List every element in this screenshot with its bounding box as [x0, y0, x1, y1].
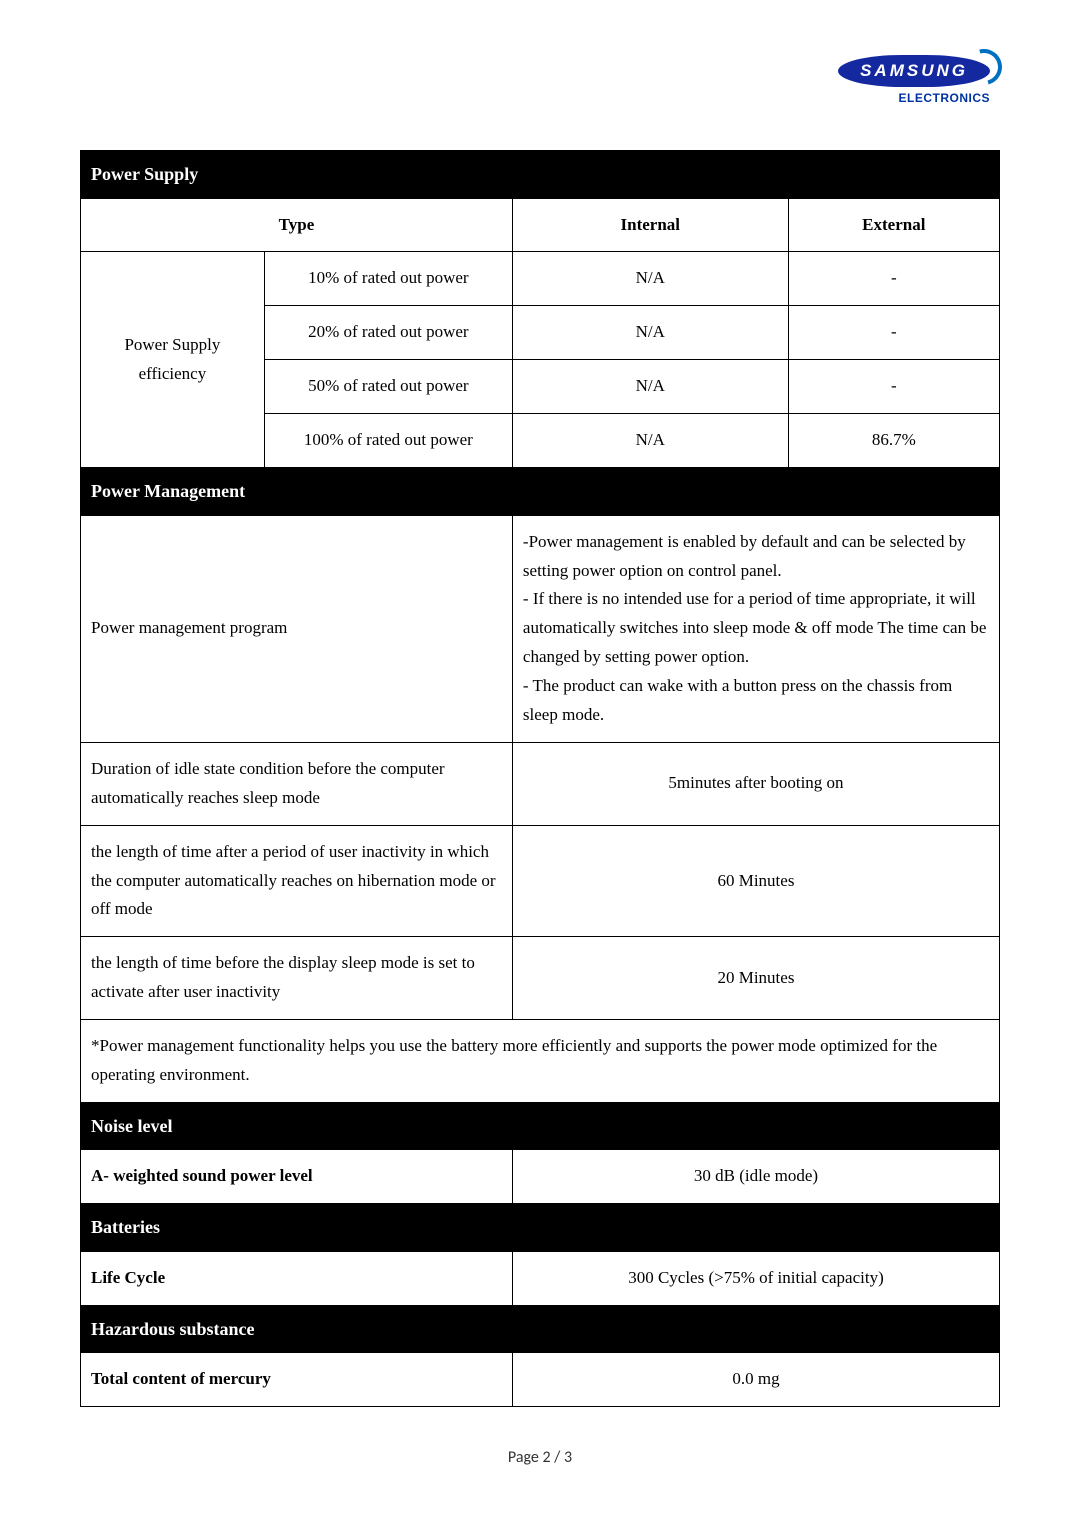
ps-row-external: - — [788, 360, 999, 414]
pm-row-label: the length of time before the display sl… — [81, 937, 513, 1020]
pm-row-label: the length of time after a period of use… — [81, 825, 513, 937]
pm-program-label: Power management program — [81, 515, 513, 742]
battery-label: Life Cycle — [81, 1251, 513, 1305]
ps-row-external: - — [788, 306, 999, 360]
section-header-power-supply: Power Supply — [81, 151, 1000, 199]
table-row: Life Cycle 300 Cycles (>75% of initial c… — [81, 1251, 1000, 1305]
noise-label: A- weighted sound power level — [81, 1150, 513, 1204]
col-internal: Internal — [512, 198, 788, 252]
battery-value: 300 Cycles (>75% of initial capacity) — [512, 1251, 999, 1305]
ps-row-external: - — [788, 252, 999, 306]
pm-row-value: 60 Minutes — [512, 825, 999, 937]
ps-row-internal: N/A — [512, 360, 788, 414]
ps-row-internal: N/A — [512, 414, 788, 468]
section-header-batteries: Batteries — [81, 1204, 1000, 1252]
section-title: Power Supply — [81, 151, 1000, 199]
table-row: A- weighted sound power level 30 dB (idl… — [81, 1150, 1000, 1204]
hazardous-value: 0.0 mg — [512, 1353, 999, 1407]
ps-row-internal: N/A — [512, 252, 788, 306]
section-title: Power Management — [81, 468, 1000, 516]
power-supply-subheader: Type Internal External — [81, 198, 1000, 252]
spec-table: Power Supply Type Internal External Powe… — [80, 150, 1000, 1407]
pm-program-text: -Power management is enabled by default … — [512, 515, 999, 742]
ps-row-label: 20% of rated out power — [264, 306, 512, 360]
ps-row-label: 10% of rated out power — [264, 252, 512, 306]
ps-row-internal: N/A — [512, 306, 788, 360]
brand-subtitle: ELECTRONICS — [838, 91, 990, 105]
section-header-power-management: Power Management — [81, 468, 1000, 516]
section-title: Noise level — [81, 1102, 1000, 1150]
table-row: the length of time after a period of use… — [81, 825, 1000, 937]
pm-row-value: 20 Minutes — [512, 937, 999, 1020]
table-row: Duration of idle state condition before … — [81, 742, 1000, 825]
pm-row-value: 5minutes after booting on — [512, 742, 999, 825]
ps-row-label: 50% of rated out power — [264, 360, 512, 414]
pm-row-label: Duration of idle state condition before … — [81, 742, 513, 825]
group-label: Power Supply efficiency — [81, 252, 265, 468]
table-row: Power Supply efficiency 10% of rated out… — [81, 252, 1000, 306]
col-type: Type — [81, 198, 513, 252]
ps-row-external: 86.7% — [788, 414, 999, 468]
table-row: Power management program -Power manageme… — [81, 515, 1000, 742]
pm-footnote-row: *Power management functionality helps yo… — [81, 1020, 1000, 1103]
pm-footnote: *Power management functionality helps yo… — [81, 1020, 1000, 1103]
table-row: Total content of mercury 0.0 mg — [81, 1353, 1000, 1407]
section-title: Hazardous substance — [81, 1305, 1000, 1353]
section-header-noise: Noise level — [81, 1102, 1000, 1150]
table-row: the length of time before the display sl… — [81, 937, 1000, 1020]
section-title: Batteries — [81, 1204, 1000, 1252]
section-header-hazardous: Hazardous substance — [81, 1305, 1000, 1353]
hazardous-label: Total content of mercury — [81, 1353, 513, 1407]
noise-value: 30 dB (idle mode) — [512, 1150, 999, 1204]
brand-logo-block: SAMSUNG ELECTRONICS — [838, 55, 990, 105]
ps-row-label: 100% of rated out power — [264, 414, 512, 468]
page: SAMSUNG ELECTRONICS Power Supply Type In… — [0, 0, 1080, 1527]
page-number: Page 2 / 3 — [0, 1448, 1080, 1467]
swoosh-icon — [959, 42, 1008, 91]
col-external: External — [788, 198, 999, 252]
